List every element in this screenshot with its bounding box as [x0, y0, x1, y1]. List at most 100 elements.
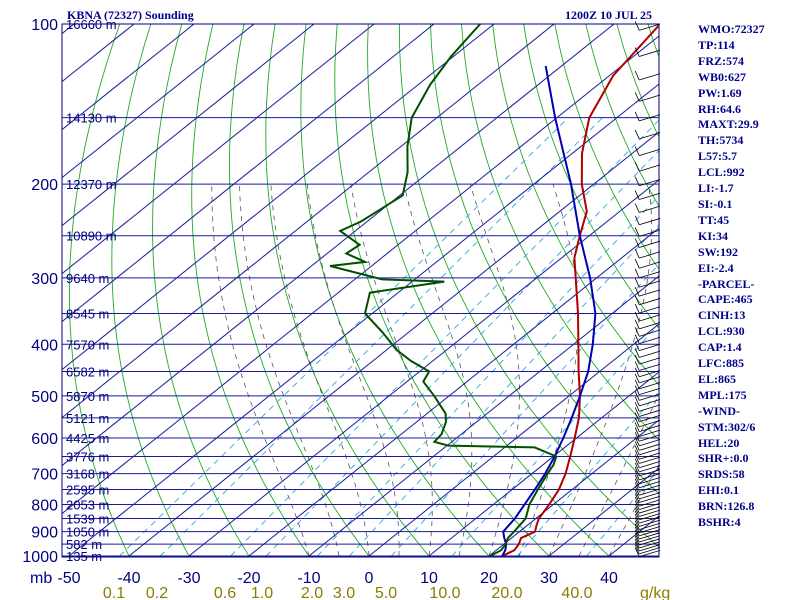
- index-entry: MPL:175: [698, 387, 747, 402]
- height-label: 3776 m: [66, 450, 109, 465]
- height-label: 582 m: [66, 537, 102, 552]
- wind-barb: [634, 482, 661, 492]
- wind-barb: [634, 319, 661, 330]
- height-label: 2595 m: [66, 483, 109, 498]
- wind-barb: [634, 373, 661, 384]
- height-label: 1539 m: [66, 512, 109, 527]
- pressure-tick-label: 700: [31, 467, 58, 484]
- index-entry: KI:34: [698, 228, 728, 243]
- temperature-tick-label: -10: [297, 570, 320, 587]
- mixing-ratio-tick-label: 5.0: [375, 585, 397, 600]
- wind-barb: [634, 203, 661, 213]
- wind-barb: [634, 526, 661, 537]
- index-entry: SRDS:58: [698, 467, 745, 482]
- wind-barb: [634, 454, 661, 464]
- mixing-ratio-tick-label: 40.0: [561, 585, 592, 600]
- temperature-tick-label: -30: [177, 570, 200, 587]
- height-label: 1050 m: [66, 525, 109, 540]
- wind-barb: [634, 70, 661, 81]
- index-entry: CINH:13: [698, 308, 746, 323]
- index-entry: CAP:1.4: [698, 340, 742, 355]
- mixing-ratio-tick-label: 3.0: [333, 585, 355, 600]
- wind-barb: [634, 190, 661, 200]
- wind-barb: [634, 259, 661, 269]
- temperature-tick-label: 30: [540, 570, 558, 587]
- wind-barb: [634, 541, 661, 552]
- wind-barb: [634, 111, 661, 122]
- height-label: 4425 m: [66, 431, 109, 446]
- wind-barb: [634, 486, 661, 496]
- isotherm-line: [62, 24, 195, 131]
- moist-adiabat-line: [548, 184, 652, 557]
- mixing-ratio-line: [119, 117, 569, 557]
- temperature-tick-label: 10: [420, 570, 438, 587]
- pressure-tick-label: 200: [31, 177, 58, 194]
- moist-adiabat-line: [403, 184, 473, 557]
- height-label: 10890 m: [66, 229, 117, 244]
- index-entry: EI:-2.4: [698, 260, 734, 275]
- pressure-tick-label: 100: [31, 17, 58, 34]
- wind-barb: [634, 422, 661, 433]
- pressure-tick-label: 900: [31, 525, 58, 542]
- isotherm-line: [488, 419, 659, 557]
- wind-barb: [634, 361, 661, 371]
- wind-barb: [634, 507, 661, 517]
- isotherm-line: [428, 371, 659, 557]
- index-entry: SW:192: [698, 244, 739, 259]
- wind-barb: [634, 391, 661, 401]
- height-labels: 16660 m 14130 m 12370 m 10890 m 9640 m 8545 m…: [66, 17, 117, 564]
- wind-barb: [634, 510, 661, 521]
- mixing-ratio-line: [348, 224, 659, 557]
- sounding-line: [329, 24, 558, 557]
- index-entry: -PARCEL-: [698, 276, 755, 291]
- isotherm-line: [188, 179, 659, 557]
- wind-barb: [634, 129, 661, 140]
- isotherm-line: [62, 24, 375, 275]
- mixing-ratio-lines: [119, 117, 659, 557]
- sounding-line: [501, 65, 597, 557]
- temperature-tick-label: -40: [117, 570, 140, 587]
- wind-barb: [634, 215, 661, 226]
- wind-barb: [634, 412, 661, 423]
- mixing-ratio-tick-label: 20.0: [491, 585, 522, 600]
- mixing-ratio-line: [230, 119, 659, 557]
- wind-barb: [634, 146, 661, 157]
- wind-barb: [634, 295, 661, 306]
- index-entry: WMO:72327: [698, 22, 765, 36]
- temperature-labels: -50 -40 -30 -20 -10 0 10 20 30 40: [57, 570, 618, 587]
- wind-barb: [634, 523, 661, 534]
- index-entry: WB0:627: [698, 69, 746, 84]
- wind-barb: [634, 227, 661, 237]
- isotherm-line: [248, 227, 659, 557]
- mixing-ratio-line: [390, 263, 659, 557]
- wind-barb: [634, 470, 661, 481]
- pressure-tick-label: 1000: [22, 549, 58, 566]
- index-entry: BSHR:4: [698, 515, 741, 530]
- mixing-ratio-unit-label: g/kg: [640, 585, 670, 600]
- wind-barb: [634, 47, 661, 57]
- wind-barb: [634, 354, 661, 365]
- isobars: [62, 23, 659, 557]
- wind-barb: [634, 462, 661, 473]
- isotherms: [62, 24, 659, 557]
- index-entry: TH:5734: [698, 133, 744, 148]
- index-entry: L57:5.7: [698, 149, 737, 164]
- wind-barb: [634, 92, 661, 102]
- height-label: 16660 m: [66, 17, 117, 32]
- index-entry: LCL:992: [698, 165, 745, 180]
- isotherm-line: [308, 275, 659, 557]
- wind-barb: [634, 162, 661, 172]
- wind-barb: [634, 278, 661, 288]
- wind-barb: [634, 529, 661, 540]
- mixing-ratio-tick-label: 0.2: [146, 585, 168, 600]
- wind-barb: [634, 547, 661, 558]
- mixing-ratio-tick-label: 10.0: [429, 585, 460, 600]
- wind-barb: [634, 450, 661, 460]
- pressure-tick-label: 600: [31, 431, 58, 448]
- wind-barb: [634, 396, 661, 407]
- mixing-ratio-tick-label: 1.0: [251, 585, 273, 600]
- pressure-tick-label: 500: [31, 389, 58, 406]
- pressure-labels: 100 200 300 400 500 600 700 800 900 1000: [22, 17, 58, 566]
- wind-barb: [634, 517, 661, 527]
- index-entry: HEL:20: [698, 435, 740, 450]
